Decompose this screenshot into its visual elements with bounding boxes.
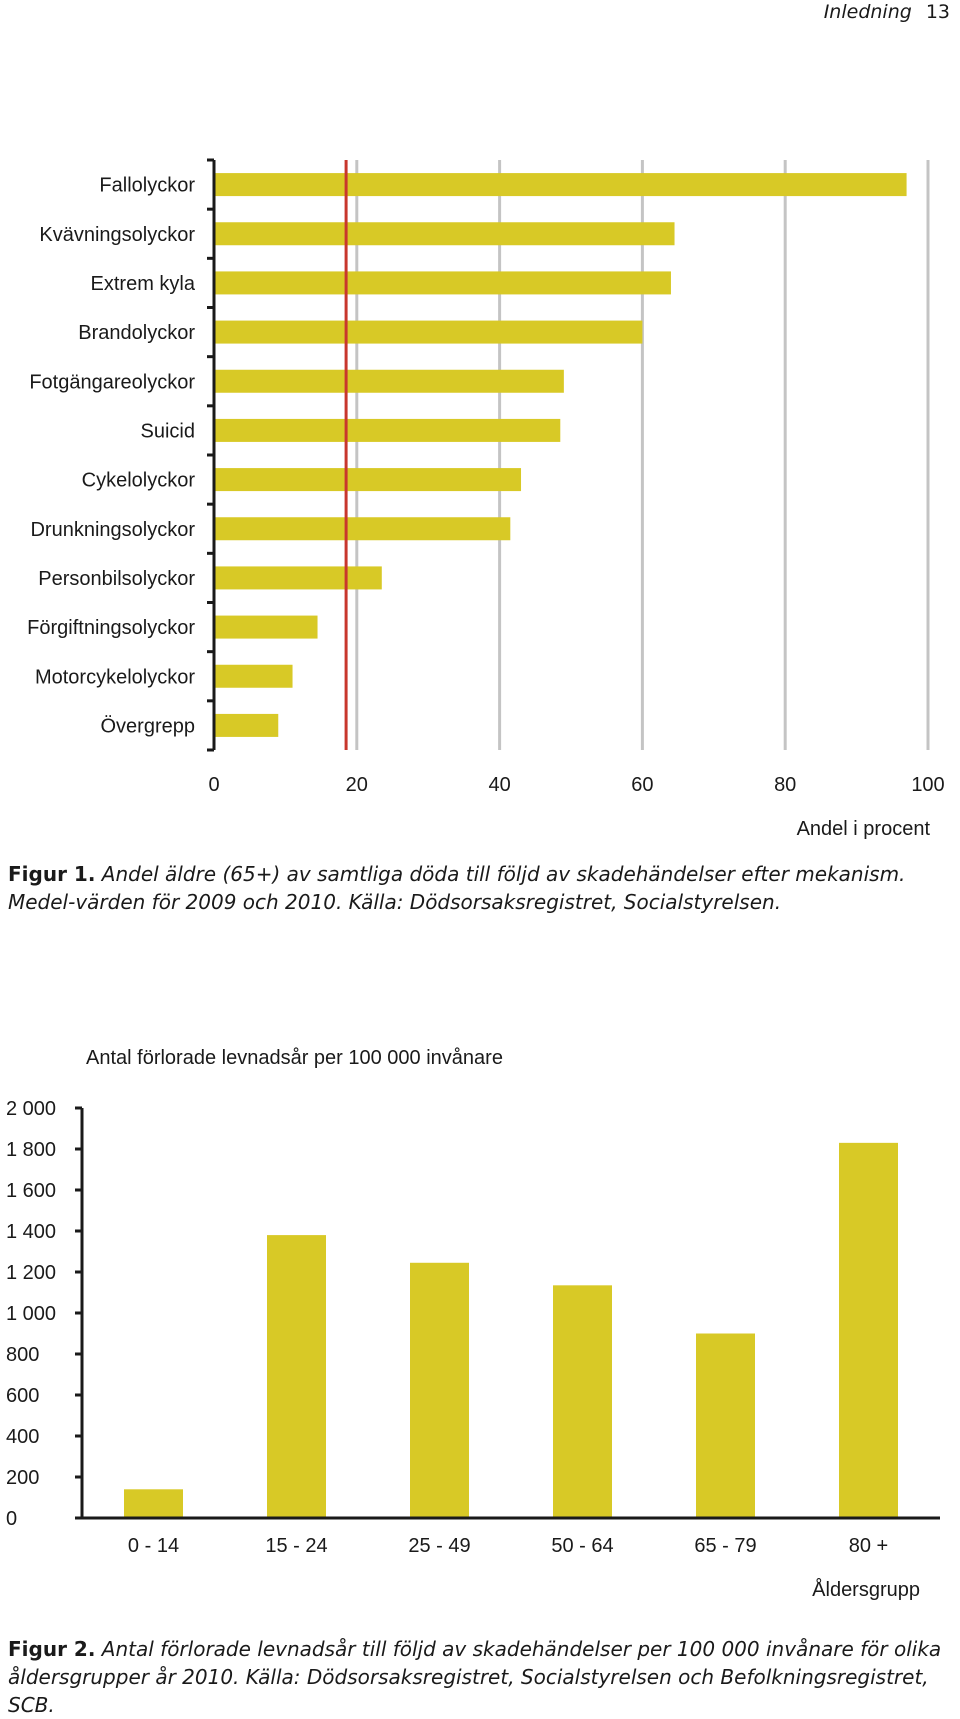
category-label: Suicid bbox=[141, 420, 195, 442]
bar bbox=[214, 222, 675, 246]
section-title: Inledning bbox=[823, 1, 912, 23]
category-label: 50 - 64 bbox=[551, 1535, 613, 1557]
y-tick-label: 1 600 bbox=[6, 1180, 56, 1202]
category-label: Fallolyckor bbox=[99, 175, 195, 197]
y-tick-label: 2 000 bbox=[6, 1098, 56, 1120]
bar bbox=[214, 369, 564, 393]
figure-2-text: Antal förlorade levnadsår till följd av … bbox=[8, 1637, 942, 1717]
figure-2-label: Figur 2. bbox=[8, 1637, 96, 1661]
page-header: Inledning 13 bbox=[824, 0, 950, 24]
bar bbox=[214, 320, 643, 344]
y-tick-label: 1 400 bbox=[6, 1221, 56, 1243]
x-tick-label: 40 bbox=[488, 774, 510, 796]
category-label: 15 - 24 bbox=[265, 1535, 327, 1557]
x-tick-label: 0 bbox=[208, 774, 219, 796]
x-axis-title: Andel i procent bbox=[797, 818, 931, 840]
y-tick-label: 1 000 bbox=[6, 1303, 56, 1325]
y-tick-label: 800 bbox=[6, 1344, 39, 1366]
bar bbox=[696, 1333, 755, 1518]
bar bbox=[214, 271, 671, 295]
bar bbox=[214, 517, 511, 541]
category-label: Övergrepp bbox=[101, 715, 196, 737]
x-axis-title: Åldersgrupp bbox=[812, 1578, 920, 1601]
category-label: Motorcykelolyckor bbox=[35, 666, 195, 688]
bar bbox=[214, 173, 907, 197]
bar bbox=[214, 615, 318, 639]
chart-andel-aldre: Fallolyckor Kvävningsolyckor Extrem kyla Br… bbox=[27, 158, 945, 840]
y-tick-label: 0 bbox=[6, 1508, 17, 1530]
bar bbox=[214, 468, 522, 492]
x-tick-label: 100 bbox=[911, 774, 944, 796]
bar bbox=[839, 1142, 898, 1518]
figure-1-caption: Figur 1. Andel äldre (65+) av samtliga d… bbox=[8, 860, 908, 916]
category-label: Förgiftningsolyckor bbox=[27, 617, 195, 639]
category-label: Drunkningsolyckor bbox=[30, 519, 195, 541]
bar bbox=[214, 566, 382, 590]
category-label: Personbilsolyckor bbox=[38, 568, 195, 590]
category-label: Fotgängareolyckor bbox=[29, 371, 195, 393]
category-label: Cykelolyckor bbox=[82, 470, 196, 492]
category-label: Extrem kyla bbox=[91, 273, 196, 295]
figure-1-text: Andel äldre (65+) av samtliga döda till … bbox=[8, 862, 906, 914]
x-tick-label: 20 bbox=[346, 774, 368, 796]
bar bbox=[214, 713, 279, 737]
category-label: 80 + bbox=[849, 1535, 888, 1557]
category-label: Kvävningsolyckor bbox=[39, 224, 195, 246]
category-label: 65 - 79 bbox=[694, 1535, 756, 1557]
chart-forlorade-levnadsar: Antal förlorade levnadsår per 100 000 in… bbox=[6, 1047, 940, 1601]
x-tick-label: 60 bbox=[631, 774, 653, 796]
bar bbox=[553, 1285, 612, 1518]
bar bbox=[267, 1235, 326, 1518]
category-label: Brandolyckor bbox=[78, 322, 195, 344]
y-tick-label: 1 200 bbox=[6, 1262, 56, 1284]
y-axis-title: Antal förlorade levnadsår per 100 000 in… bbox=[86, 1047, 503, 1069]
bar bbox=[124, 1489, 183, 1518]
category-label: 0 - 14 bbox=[128, 1535, 179, 1557]
bar bbox=[214, 664, 293, 688]
x-tick-label: 80 bbox=[774, 774, 796, 796]
y-tick-label: 400 bbox=[6, 1426, 39, 1448]
page-number: 13 bbox=[925, 1, 950, 23]
bar bbox=[410, 1262, 469, 1518]
bar bbox=[214, 418, 561, 442]
figure-1-label: Figur 1. bbox=[8, 862, 96, 886]
figure-2-caption: Figur 2. Antal förlorade levnadsår till … bbox=[8, 1635, 958, 1719]
y-tick-label: 1 800 bbox=[6, 1139, 56, 1161]
category-label: 25 - 49 bbox=[408, 1535, 470, 1557]
y-tick-label: 200 bbox=[6, 1467, 39, 1489]
y-tick-label: 600 bbox=[6, 1385, 39, 1407]
